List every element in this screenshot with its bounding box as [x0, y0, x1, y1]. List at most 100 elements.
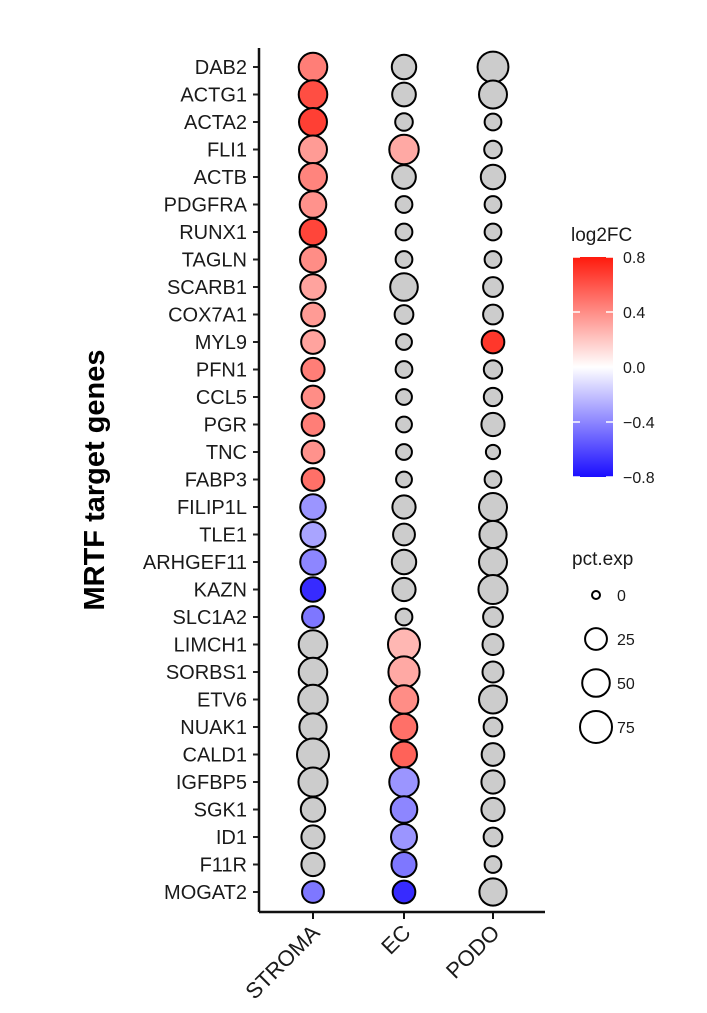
size-legend-label: 0 — [617, 588, 626, 605]
dot-podo-scarb1 — [482, 276, 504, 298]
dot-ec-myl9 — [395, 333, 413, 351]
dot-stroma-tnc — [300, 439, 326, 465]
dot-stroma-fli1 — [298, 134, 328, 165]
gene-label: TAGLN — [182, 250, 247, 272]
dot-stroma-pfn1 — [300, 356, 326, 383]
dot-ec-actg1 — [391, 81, 417, 108]
dot-stroma-runx1 — [298, 217, 328, 247]
gene-label: ACTG1 — [180, 85, 247, 107]
dot-stroma-nuak1 — [298, 712, 328, 742]
dot-stroma-myl9 — [300, 329, 326, 355]
gene-label: SLC1A2 — [173, 607, 248, 629]
dot-stroma-limch1 — [297, 629, 329, 660]
dot-ec-tagln — [394, 250, 414, 269]
dot-podo-mogat2 — [478, 877, 508, 907]
dot-podo-slc1a2 — [482, 606, 504, 628]
dot-podo-sgk1 — [480, 796, 506, 823]
dot-podo-kazn — [477, 573, 509, 606]
dot-podo-myl9 — [480, 329, 506, 355]
dot-stroma-kazn — [299, 576, 327, 603]
dot-stroma-dab2 — [297, 51, 329, 83]
dot-stroma-pdgfra — [298, 190, 328, 219]
gene-label: RUNX1 — [179, 222, 247, 244]
dot-ec-nuak1 — [389, 712, 419, 742]
x-tick-label-ec: EC — [376, 920, 415, 959]
x-tick-labels: STROMA EC PODO — [240, 920, 504, 1004]
dot-stroma-tagln — [299, 245, 327, 274]
gene-label: MOGAT2 — [164, 882, 247, 904]
dot-stroma-id1 — [300, 824, 326, 850]
axes — [253, 48, 545, 919]
dot-ec-dab2 — [390, 53, 418, 81]
dot-ec-tle1 — [392, 522, 416, 547]
gene-label: ID1 — [216, 827, 247, 849]
gene-label: ETV6 — [197, 690, 247, 712]
dot-stroma-f11r — [300, 851, 326, 878]
dot-ec-cox7a1 — [393, 304, 415, 325]
gene-label: KAZN — [194, 580, 247, 602]
dot-stroma-filip1l — [299, 493, 327, 521]
colorbar-legend: log2FC 0.8 0.4 0.0 −0.4 −0.8 — [571, 225, 655, 487]
gene-label: MYL9 — [195, 332, 247, 354]
x-tick-label-stroma: STROMA — [240, 920, 324, 1004]
dot-stroma-sgk1 — [299, 796, 327, 823]
dot-podo-tle1 — [478, 519, 508, 550]
dot-stroma-pgr — [300, 412, 326, 437]
dot-podo-pgr — [480, 411, 506, 438]
dot-podo-actg1 — [478, 79, 508, 110]
dot-podo-etv6 — [478, 684, 508, 715]
dot-podo-ccl5 — [482, 386, 504, 408]
gene-label: PFN1 — [196, 360, 247, 382]
dot-ec-pfn1 — [394, 360, 414, 379]
dot-ec-tnc — [395, 443, 413, 461]
dot-ec-sgk1 — [389, 795, 419, 824]
dot-podo-id1 — [482, 826, 504, 848]
dot-podo-tagln — [483, 250, 503, 269]
dot-ec-fabp3 — [395, 470, 413, 489]
size-legend-label: 50 — [617, 676, 635, 693]
x-tick-label-podo: PODO — [441, 920, 504, 983]
dot-podo-fabp3 — [483, 470, 503, 489]
size-legend-dot — [584, 627, 608, 651]
dot-ec-scarb1 — [389, 272, 419, 302]
gene-label: ACTB — [194, 167, 247, 189]
gene-label: FLI1 — [207, 140, 247, 162]
gene-label: ACTA2 — [184, 112, 247, 134]
dot-ec-runx1 — [394, 222, 414, 242]
dot-stroma-arhgef11 — [299, 548, 327, 576]
dot-podo-fli1 — [483, 139, 503, 160]
dot-podo-dab2 — [476, 50, 510, 84]
colorbar-tick-label: 0.8 — [623, 250, 645, 267]
dot-ec-mogat2 — [391, 879, 417, 905]
dot-podo-igfbp5 — [480, 769, 506, 795]
dot-ec-ccl5 — [395, 388, 413, 406]
size-legend-dot — [579, 710, 613, 744]
dot-podo-cald1 — [480, 742, 506, 767]
gene-label: TNC — [206, 442, 247, 464]
dot-ec-pgr — [395, 415, 413, 434]
dot-podo-actb — [479, 163, 507, 191]
dot-stroma-igfbp5 — [297, 766, 329, 798]
size-legend-dot — [581, 668, 611, 698]
dot-stroma-sorbs1 — [297, 656, 329, 688]
gene-label: SGK1 — [194, 800, 247, 822]
dot-podo-sorbs1 — [481, 660, 505, 684]
gene-label: PGR — [204, 415, 247, 437]
dot-stroma-scarb1 — [299, 273, 327, 301]
gene-label: SORBS1 — [166, 662, 247, 684]
gene-label: CALD1 — [183, 745, 247, 767]
dot-stroma-fabp3 — [300, 467, 326, 492]
size-legend-label: 75 — [617, 720, 635, 737]
colorbar-tick-label: −0.4 — [623, 415, 655, 432]
dot-stroma-cox7a1 — [300, 301, 326, 328]
gene-label: CCL5 — [196, 387, 247, 409]
gene-label: F11R — [200, 855, 247, 877]
colorbar-tick-label: −0.8 — [623, 470, 655, 487]
gene-label: ARHGEF11 — [143, 552, 247, 574]
dot-podo-arhgef11 — [478, 547, 508, 577]
dot-podo-filip1l — [478, 492, 508, 522]
size-legend-dot — [591, 590, 601, 600]
dot-ec-acta2 — [394, 112, 414, 132]
dot-stroma-acta2 — [298, 107, 328, 137]
